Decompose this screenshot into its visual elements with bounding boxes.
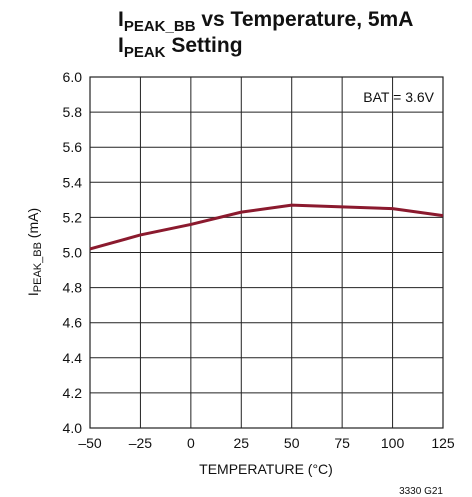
x-tick-label: –25 bbox=[129, 435, 153, 451]
y-tick-label: 5.8 bbox=[63, 104, 83, 120]
title-part: I bbox=[118, 34, 124, 57]
chart-title: IPEAK_BB vs Temperature, 5mA bbox=[118, 8, 413, 35]
y-tick-label: 4.6 bbox=[63, 315, 83, 331]
y-tick-label: 5.6 bbox=[63, 139, 83, 155]
y-tick-label: 4.2 bbox=[63, 385, 83, 401]
title-part: PEAK bbox=[124, 44, 166, 61]
chart-title: IPEAK Setting bbox=[118, 34, 243, 61]
y-tick-label: 6.0 bbox=[63, 69, 83, 85]
x-tick-label: 0 bbox=[187, 435, 195, 451]
label-part: (mA) bbox=[25, 208, 41, 242]
label-part: I bbox=[25, 292, 41, 296]
y-tick-label: 4.8 bbox=[63, 280, 83, 296]
title-part: PEAK_BB bbox=[124, 18, 196, 35]
y-tick-label: 5.2 bbox=[63, 209, 83, 225]
x-tick-label: 100 bbox=[381, 435, 405, 451]
title-part: I bbox=[118, 8, 124, 31]
x-tick-label: 50 bbox=[284, 435, 300, 451]
x-tick-label: 25 bbox=[233, 435, 249, 451]
y-tick-label: 4.0 bbox=[63, 420, 83, 436]
footnote: 3330 G21 bbox=[399, 486, 443, 497]
title-part: Setting bbox=[166, 34, 243, 57]
y-tick-label: 5.4 bbox=[63, 174, 83, 190]
y-tick-label: 4.4 bbox=[63, 350, 83, 366]
plot-frame bbox=[89, 76, 444, 429]
x-tick-label: 75 bbox=[334, 435, 350, 451]
x-tick-label: –50 bbox=[78, 435, 102, 451]
x-tick-label: 125 bbox=[431, 435, 455, 451]
label-part: PEAK_BB bbox=[32, 242, 44, 292]
y-tick-label: 5.0 bbox=[63, 245, 83, 261]
title-part: vs Temperature, 5mA bbox=[196, 8, 414, 31]
annotation: BAT = 3.6V bbox=[363, 89, 434, 105]
y-axis-label: IPEAK_BB (mA) bbox=[25, 208, 44, 296]
x-axis-label: TEMPERATURE (°C) bbox=[199, 461, 333, 477]
data-line bbox=[89, 203, 444, 251]
